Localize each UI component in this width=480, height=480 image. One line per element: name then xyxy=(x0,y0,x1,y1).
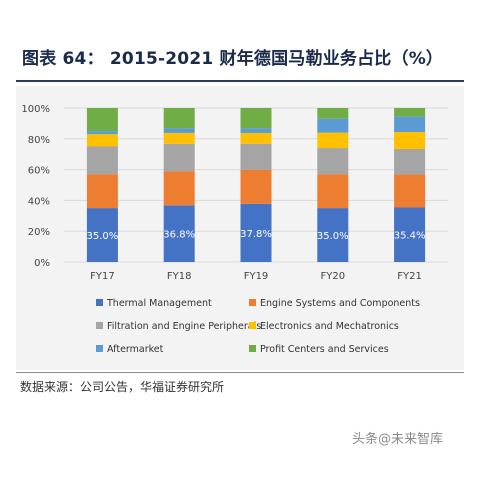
bar-segment xyxy=(317,132,349,149)
bar-segment xyxy=(163,108,195,129)
x-tick-label: FY17 xyxy=(90,271,115,282)
bar-segment xyxy=(240,169,272,204)
data-label: 37.8% xyxy=(240,229,272,240)
bar-segment xyxy=(240,203,272,262)
bar-segment xyxy=(163,143,195,172)
bar-segment xyxy=(240,128,272,133)
legend-label: Thermal Management xyxy=(106,298,212,309)
x-tick-label: FY19 xyxy=(244,271,269,282)
bar-segment xyxy=(86,134,118,147)
bar-segment xyxy=(394,116,426,133)
legend-swatch xyxy=(96,322,103,329)
legend-label: Filtration and Engine Peripherals xyxy=(107,321,261,332)
bar-segment xyxy=(394,108,426,117)
bar-segment xyxy=(317,208,349,262)
bar-segment xyxy=(163,205,195,262)
bar-segment xyxy=(394,148,426,175)
legend-label: Electronics and Mechatronics xyxy=(260,321,399,332)
data-label: 35.0% xyxy=(317,231,349,242)
y-tick-label: 40% xyxy=(28,196,50,207)
bar-segment xyxy=(317,118,349,133)
bar-segment xyxy=(240,143,272,170)
bar-segment xyxy=(86,131,118,135)
bar-segment xyxy=(394,207,426,262)
y-tick-label: 60% xyxy=(28,166,50,177)
bar-segment xyxy=(86,108,118,132)
legend-swatch xyxy=(249,299,256,306)
source-divider xyxy=(16,372,464,373)
bar-segment xyxy=(394,132,426,149)
bar-segment xyxy=(86,208,118,262)
bar-segment xyxy=(317,108,349,119)
bar-segment xyxy=(163,128,195,133)
chart-title: 图表 64： 2015-2021 财年德国马勒业务占比（%） xyxy=(22,49,444,69)
bar-segment xyxy=(163,171,195,206)
x-tick-label: FY21 xyxy=(397,271,422,282)
bar-segment xyxy=(394,174,426,208)
y-tick-label: 80% xyxy=(28,135,50,146)
bar-segment xyxy=(317,148,349,175)
bar-segment xyxy=(86,146,118,175)
x-tick-label: FY18 xyxy=(167,271,192,282)
y-tick-label: 100% xyxy=(21,104,50,115)
data-label: 36.8% xyxy=(163,230,195,241)
bar-segment xyxy=(86,174,118,209)
title-divider xyxy=(16,80,464,82)
legend-label: Engine Systems and Components xyxy=(260,298,420,309)
bar-segment xyxy=(163,132,195,144)
y-tick-label: 20% xyxy=(28,227,50,238)
chart-area: 0% 20% 40% 60% 80% 100% 35.0% FY17 36.8% FY18 37.8… xyxy=(16,86,464,370)
bar-segment xyxy=(317,174,349,209)
stacked-bar-chart: 0% 20% 40% 60% 80% 100% 35.0% FY17 36.8% FY18 37.8… xyxy=(21,104,448,355)
legend-swatch xyxy=(249,322,256,329)
data-label: 35.4% xyxy=(394,231,426,242)
legend-swatch xyxy=(249,345,256,352)
x-tick-label: FY20 xyxy=(321,271,346,282)
data-label: 35.0% xyxy=(87,231,119,242)
bar-segment xyxy=(240,132,272,144)
source-note: 数据来源：公司公告，华福证券研究所 xyxy=(20,380,225,394)
legend-swatch xyxy=(96,345,103,352)
legend-label: Profit Centers and Services xyxy=(260,344,389,355)
watermark: 头条@未来智库 xyxy=(352,432,444,447)
legend-label: Aftermarket xyxy=(107,344,164,355)
bar-segment xyxy=(240,108,272,129)
legend-swatch xyxy=(96,299,103,306)
y-tick-label: 0% xyxy=(34,258,50,269)
